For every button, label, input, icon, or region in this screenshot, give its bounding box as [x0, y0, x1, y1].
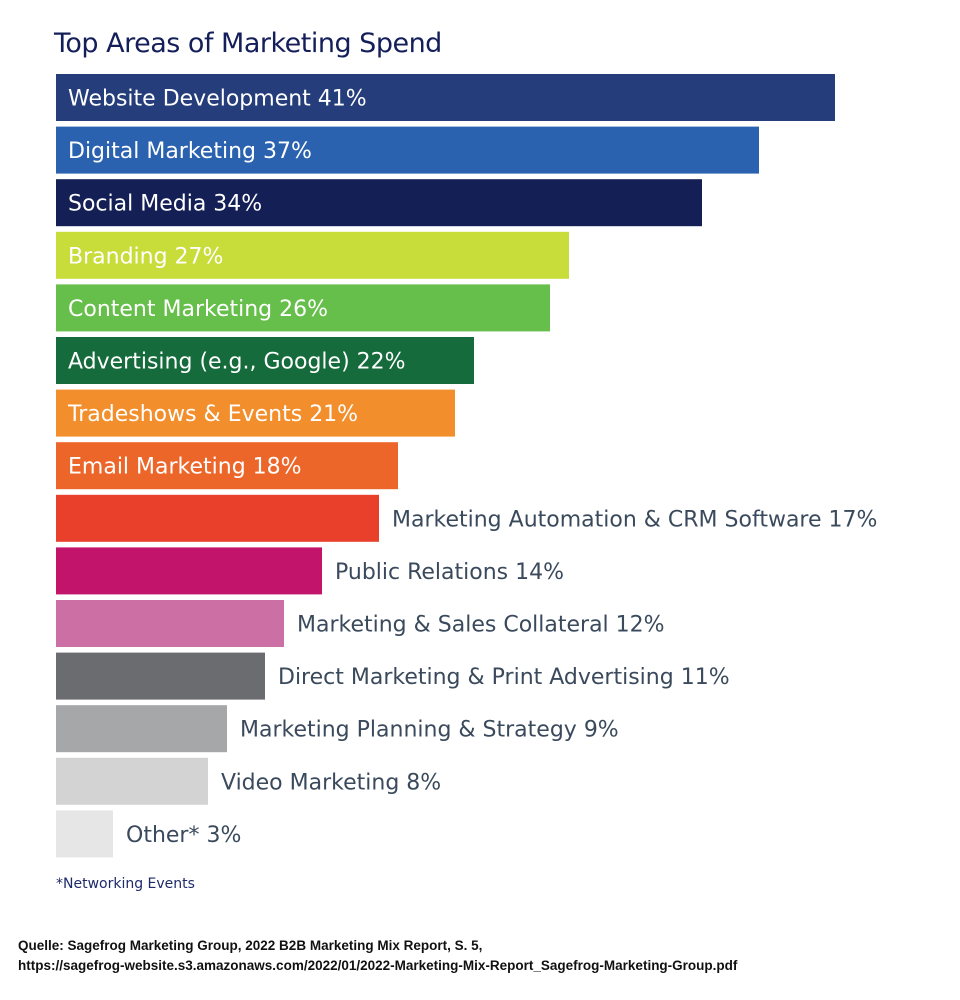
bar: [56, 389, 455, 437]
category-label: Social Media: [68, 192, 213, 217]
value-label: 3%: [206, 823, 241, 848]
bar: [56, 652, 265, 700]
bar: [56, 547, 322, 595]
category-label: Branding: [68, 244, 175, 269]
chart-title: Top Areas of Marketing Spend: [54, 28, 442, 59]
bar: [56, 494, 379, 542]
category-label: Content Marketing: [68, 297, 279, 322]
bar-label: Video Marketing 8%: [221, 770, 441, 795]
bar: [56, 705, 227, 753]
bar: [56, 284, 550, 332]
source-line-1: Quelle: Sagefrog Marketing Group, 2022 B…: [18, 938, 483, 953]
category-label: Advertising (e.g., Google): [68, 350, 357, 375]
category-label: Marketing & Sales Collateral: [297, 613, 616, 638]
value-label: 12%: [616, 613, 665, 638]
value-label: 9%: [584, 718, 619, 743]
category-label: Marketing Planning & Strategy: [240, 718, 584, 743]
category-label: Other*: [126, 823, 206, 848]
bar-label: Email Marketing 18%: [68, 455, 302, 480]
category-label: Marketing Automation & CRM Software: [392, 507, 829, 532]
value-label: 17%: [829, 507, 878, 532]
bar-label: Direct Marketing & Print Advertising 11%: [278, 665, 730, 690]
bar-label: Branding 27%: [68, 244, 223, 269]
category-label: Website Development: [68, 87, 318, 112]
bar-label: Digital Marketing 37%: [68, 139, 312, 164]
bar: [56, 337, 474, 384]
source-line-2: https://sagefrog-website.s3.amazonaws.co…: [18, 958, 738, 973]
bar: [56, 757, 208, 805]
value-label: 41%: [318, 87, 367, 112]
value-label: 27%: [175, 244, 224, 269]
category-label: Public Relations: [335, 560, 515, 585]
bar-label: Advertising (e.g., Google) 22%: [68, 350, 406, 375]
category-label: Email Marketing: [68, 455, 253, 480]
bar-label: Website Development 41%: [68, 87, 367, 112]
value-label: 14%: [515, 560, 564, 585]
bar: [56, 74, 835, 121]
value-label: 37%: [263, 139, 312, 164]
bar: [56, 442, 398, 490]
bar-label: Marketing & Sales Collateral 12%: [297, 613, 665, 638]
bar-label: Marketing Planning & Strategy 9%: [240, 718, 619, 743]
bar-label: Marketing Automation & CRM Software 17%: [392, 507, 877, 532]
bar: [56, 600, 284, 647]
bar: [56, 126, 759, 174]
bar-label: Other* 3%: [126, 823, 241, 848]
category-label: Video Marketing: [221, 770, 406, 795]
value-label: 18%: [253, 455, 302, 480]
value-label: 11%: [681, 665, 730, 690]
bar: [56, 179, 702, 227]
value-label: 22%: [357, 350, 406, 375]
value-label: 21%: [309, 402, 358, 427]
source-citation: Quelle: Sagefrog Marketing Group, 2022 B…: [18, 936, 737, 976]
category-label: Tradeshows & Events: [67, 402, 309, 427]
bar-label: Content Marketing 26%: [68, 297, 328, 322]
value-label: 34%: [213, 192, 262, 217]
bar: [56, 810, 113, 858]
value-label: 8%: [406, 770, 441, 795]
bar-label: Public Relations 14%: [335, 560, 564, 585]
category-label: Direct Marketing & Print Advertising: [278, 665, 681, 690]
bar: [56, 231, 569, 279]
bar-label: Tradeshows & Events 21%: [67, 402, 358, 427]
footnote: *Networking Events: [56, 876, 195, 892]
bar-chart: Website Development 41% Digital Marketing…: [56, 74, 877, 858]
value-label: 26%: [279, 297, 328, 322]
category-label: Digital Marketing: [68, 139, 263, 164]
bar-label: Social Media 34%: [68, 192, 262, 217]
